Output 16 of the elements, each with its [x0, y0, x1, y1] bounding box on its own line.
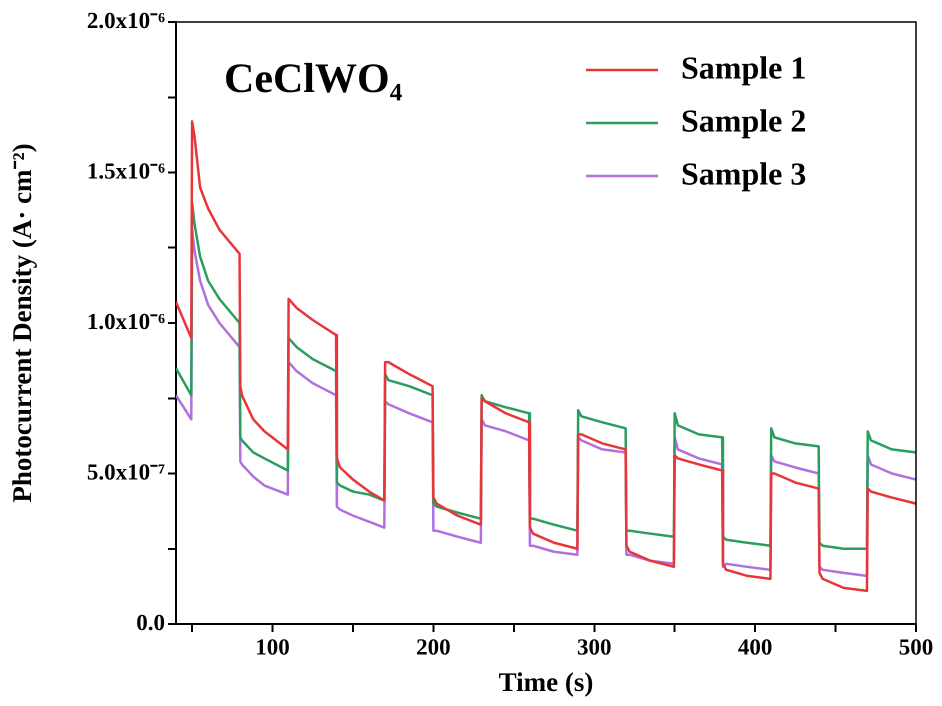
y-tick-label: 1.0x10⁻⁶ [86, 308, 166, 334]
x-tick-label: 300 [577, 634, 612, 660]
y-tick-label: 5.0x10⁻⁷ [86, 459, 166, 484]
x-axis-title: Time (s) [498, 666, 594, 697]
y-tick-label: 0.0 [136, 610, 165, 635]
y-axis-title: Photocurrent Density (A· cm⁻²) [7, 143, 38, 503]
legend-label: Sample 2 [681, 102, 806, 138]
annotation: CeClWO₄ [224, 56, 403, 102]
y-tick-label: 1.5x10⁻⁶ [86, 158, 166, 184]
x-tick-label: 400 [738, 634, 772, 660]
legend-label: Sample 1 [681, 49, 806, 86]
x-tick-label: 100 [255, 634, 290, 660]
x-tick-label: 200 [416, 634, 451, 660]
legend-label: Sample 3 [681, 155, 806, 192]
y-tick-label: 2.0x10⁻⁶ [86, 8, 166, 33]
x-tick-label: 500 [898, 634, 934, 660]
